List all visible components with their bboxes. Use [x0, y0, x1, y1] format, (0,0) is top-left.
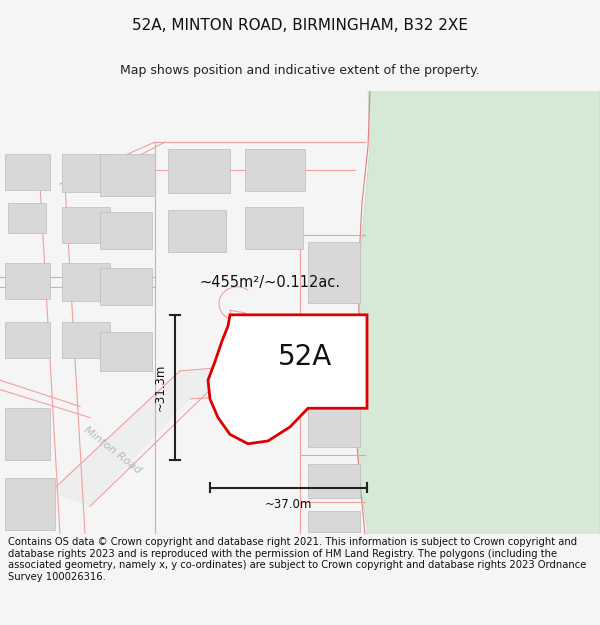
Polygon shape	[50, 357, 350, 506]
Bar	[100, 268, 152, 306]
Bar	[5, 322, 50, 357]
Bar	[168, 149, 230, 193]
Bar	[5, 478, 55, 530]
Text: ~37.0m: ~37.0m	[265, 498, 312, 511]
Bar	[62, 322, 110, 357]
Bar	[100, 212, 152, 249]
Text: Minton Road: Minton Road	[82, 425, 143, 476]
Bar	[168, 210, 226, 252]
Bar	[8, 202, 46, 232]
Bar	[100, 332, 152, 371]
Bar	[5, 408, 50, 459]
Bar	[245, 149, 305, 191]
Bar	[308, 511, 360, 532]
Polygon shape	[208, 315, 367, 444]
Bar	[308, 242, 360, 302]
Bar	[62, 208, 110, 243]
Text: 52A: 52A	[278, 343, 332, 371]
Bar	[308, 399, 360, 448]
Bar	[5, 154, 50, 189]
Bar	[308, 324, 360, 382]
Bar	[62, 154, 112, 191]
Bar	[245, 208, 303, 249]
Bar	[100, 154, 155, 196]
Bar	[5, 264, 50, 299]
Text: Map shows position and indicative extent of the property.: Map shows position and indicative extent…	[120, 64, 480, 77]
Polygon shape	[355, 91, 600, 534]
Text: 52A, MINTON ROAD, BIRMINGHAM, B32 2XE: 52A, MINTON ROAD, BIRMINGHAM, B32 2XE	[132, 18, 468, 33]
Bar	[62, 264, 110, 301]
Text: Contains OS data © Crown copyright and database right 2021. This information is : Contains OS data © Crown copyright and d…	[8, 537, 586, 582]
Text: ~31.3m: ~31.3m	[154, 364, 167, 411]
Text: ~455m²/~0.112ac.: ~455m²/~0.112ac.	[199, 274, 341, 289]
Bar	[308, 464, 360, 498]
